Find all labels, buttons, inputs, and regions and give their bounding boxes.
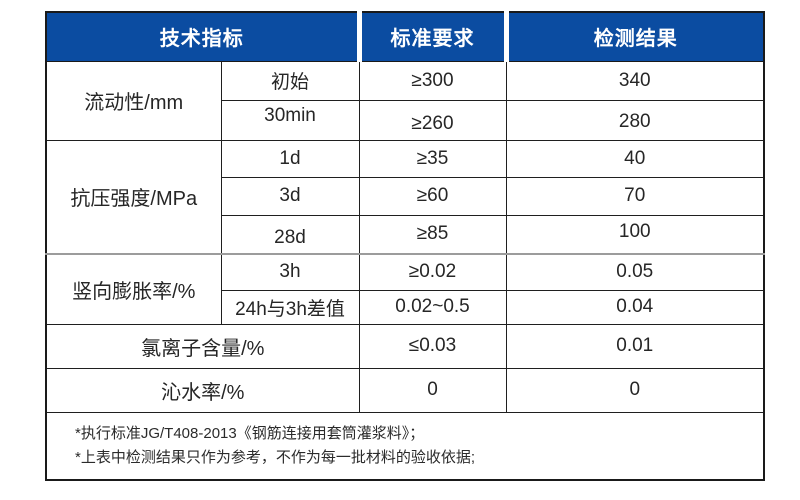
standard-value-cell: ≥60 [358,176,507,216]
result-value-cell: 100 [505,214,765,255]
standard-value-cell: ≥85 [358,214,507,255]
group-label-compressive-strength: 抗压强度/MPa [45,139,222,255]
group-label-fluidity: 流动性/mm [45,60,222,141]
spec-table: 技术指标 标准要求 检测结果 流动性/mm 初始 ≥300 340 30min … [45,11,765,481]
sub-item-cell: 1d [220,139,360,178]
sub-item-cell: 30min [220,99,360,141]
note-line-standard: *执行标准JG/T408-2013《钢筋连接用套筒灌浆料》； [75,425,425,443]
standard-value-cell: 0 [358,367,507,413]
sub-item-cell: 28d [220,214,360,255]
table-row: 30min ≥260 280 [46,99,765,141]
result-value-cell: 0.04 [505,289,765,325]
result-value-cell: 0.05 [505,253,765,291]
sub-item-cell: 3d [220,176,360,216]
result-value-cell: 70 [505,176,765,216]
standard-value-cell: 0.02~0.5 [358,289,507,325]
table-row: 24h与3h差值 0.02~0.5 0.04 [46,289,765,325]
note-line-disclaimer: *上表中检测结果只作为参考，不作为每一批材料的验收依据; [75,449,476,467]
row-label-chloride-content: 氯离子含量/% [45,323,360,369]
row-label-bleeding-rate: 沁水率/% [45,367,360,413]
table-row: 氯离子含量/% ≤0.03 0.01 [45,323,765,369]
footnotes-cell: *执行标准JG/T408-2013《钢筋连接用套筒灌浆料》； *上表中检测结果只… [45,411,765,481]
result-value-cell: 280 [505,99,765,141]
header-cell-tech-indicator: 技术指标 [46,12,359,62]
standard-value-cell: ≥0.02 [358,253,507,291]
table-row: 流动性/mm 初始 ≥300 340 [45,60,765,141]
result-value-cell: 0.01 [505,323,765,369]
standard-value-cell: ≥35 [358,139,507,178]
group-label-vertical-expansion: 竖向膨胀率/% [45,253,222,325]
table-row: 抗压强度/MPa 1d ≥35 40 [45,139,765,255]
table-row: 沁水率/% 0 0 [45,367,765,413]
standard-value-cell: ≥260 [358,99,507,141]
result-value-cell: 340 [505,60,765,101]
result-value-cell: 40 [505,139,765,178]
result-value-cell: 0 [505,367,765,413]
standard-value-cell: ≥300 [358,60,507,101]
table-footer-row: *执行标准JG/T408-2013《钢筋连接用套筒灌浆料》； *上表中检测结果只… [45,411,765,481]
table-row: 竖向膨胀率/% 3h ≥0.02 0.05 [45,253,765,325]
standard-value-cell: ≤0.03 [358,323,507,369]
sub-item-cell: 初始 [220,60,360,101]
header-cell-test-result: 检测结果 [503,12,764,62]
sub-item-cell: 24h与3h差值 [220,289,360,325]
sub-item-cell: 3h [220,253,360,291]
header-cell-standard-requirement: 标准要求 [356,12,506,62]
table-row: 28d ≥85 100 [46,214,765,255]
table-row: 3d ≥60 70 [46,176,765,216]
table-header-row: 技术指标 标准要求 检测结果 [46,12,764,62]
